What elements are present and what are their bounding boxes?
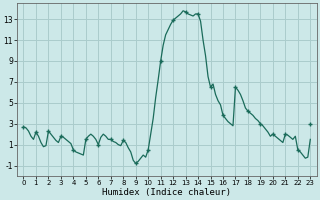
X-axis label: Humidex (Indice chaleur): Humidex (Indice chaleur) xyxy=(102,188,231,197)
